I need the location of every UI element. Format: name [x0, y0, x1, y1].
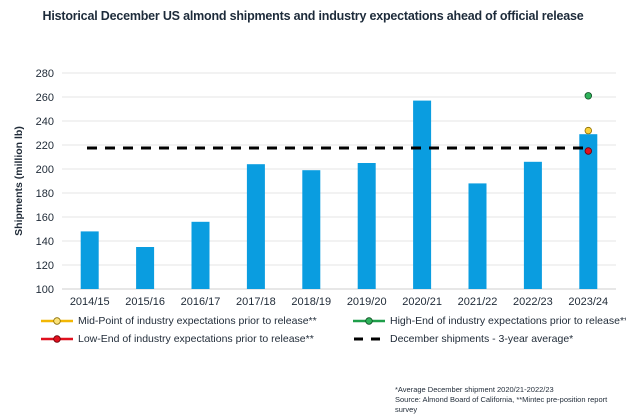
legend-item-high-end: High-End of industry expectations prior … [352, 315, 626, 327]
y-tick-labels: 100 120 140 160 180 200 220 240 260 280 [36, 68, 54, 296]
bar-2020-21 [413, 100, 432, 289]
x-tick-label: 2014/15 [70, 296, 110, 308]
legend-label: December shipments - 3-year average* [390, 333, 574, 345]
x-tick-label: 2017/18 [236, 296, 276, 308]
legend-label: High-End of industry expectations prior … [390, 315, 626, 327]
bar-2014-15 [80, 231, 99, 289]
y-tick-label: 160 [36, 212, 54, 224]
legend-mid-point-marker-icon [41, 317, 73, 325]
bars [80, 100, 598, 289]
bar-2019-20 [357, 163, 376, 289]
legend-high-end-marker-icon [353, 317, 385, 325]
x-tick-label: 2023/24 [568, 296, 608, 308]
legend-item-low-end: Low-End of industry expectations prior t… [40, 333, 314, 345]
y-tick-label: 140 [36, 236, 54, 248]
x-tick-label: 2022/23 [513, 296, 553, 308]
bar-2016-17 [191, 221, 210, 289]
footnote-average: *Average December shipment 2020/21-2022/… [395, 385, 554, 394]
x-tick-labels: 2014/15 2015/16 2016/17 2017/18 2018/19 2019/… [70, 296, 608, 308]
bar-2022-23 [523, 161, 542, 289]
y-axis-label: Shipments (million lb) [13, 126, 25, 236]
bar-2017-18 [246, 164, 265, 289]
mid-point-marker [584, 126, 592, 135]
bar-2021-22 [468, 183, 487, 289]
y-tick-label: 240 [36, 116, 54, 128]
x-tick-label: 2016/17 [181, 296, 221, 308]
x-tick-label: 2020/21 [402, 296, 442, 308]
chart-title: Historical December US almond shipments … [42, 9, 584, 23]
y-tick-label: 180 [36, 188, 54, 200]
x-tick-label: 2018/19 [291, 296, 331, 308]
legend-item-three-year-average: December shipments - 3-year average* [352, 333, 573, 345]
low-end-marker [584, 147, 592, 155]
bar-2018-19 [302, 170, 321, 289]
gridlines [62, 72, 616, 290]
expectation-points [584, 92, 592, 155]
bar-2015-16 [136, 247, 155, 289]
y-tick-label: 100 [36, 284, 54, 296]
footnote-source: Source: Almond Board of California, **Mi… [395, 395, 608, 414]
legend-label: Mid-Point of industry expectations prior… [78, 315, 317, 327]
legend-item-mid-point: Mid-Point of industry expectations prior… [40, 315, 317, 327]
legend-label: Low-End of industry expectations prior t… [78, 333, 314, 345]
x-tick-label: 2019/20 [347, 296, 387, 308]
high-end-marker [584, 92, 592, 100]
legend-dashed-line-icon [354, 337, 384, 341]
x-tick-label: 2015/16 [125, 296, 165, 308]
x-tick-label: 2021/22 [458, 296, 498, 308]
bar-2023-24 [579, 134, 598, 289]
y-tick-label: 200 [36, 164, 54, 176]
y-tick-label: 260 [36, 92, 54, 104]
y-tick-label: 280 [36, 68, 54, 80]
y-tick-label: 120 [36, 260, 54, 272]
footnotes: *Average December shipment 2020/21-2022/… [395, 385, 626, 415]
legend-low-end-marker-icon [41, 335, 73, 343]
y-tick-label: 220 [36, 140, 54, 152]
